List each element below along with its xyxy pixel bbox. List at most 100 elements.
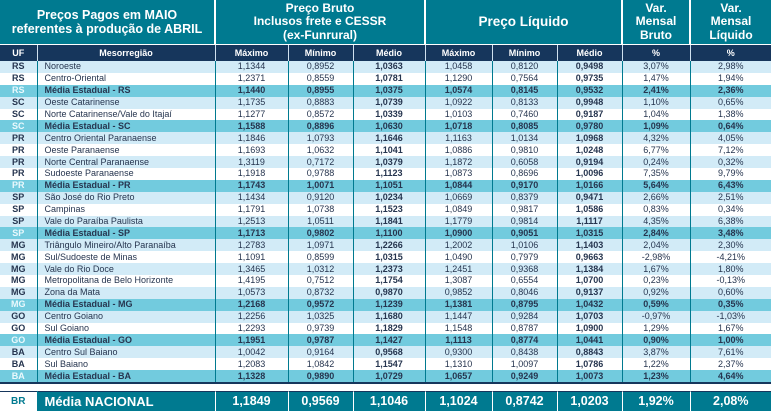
value-cell: 1,38% <box>717 109 744 119</box>
region-cell: Média Estadual - SP <box>37 227 216 240</box>
value-cell: 1,0248 <box>557 144 623 157</box>
value-cell: 1,0325 <box>288 310 354 323</box>
region-cell: Oeste Catarinense <box>37 96 216 109</box>
value-cell: 1,1547 <box>353 358 426 371</box>
value-cell: 3,07% <box>622 61 691 73</box>
col-header-uf: UF <box>0 44 38 61</box>
value-cell: 1,4195 <box>215 275 289 287</box>
region-row: MG Sul/Sudoeste de Minas 1,1091 0,8599 1,031… <box>0 251 771 264</box>
value-cell: 1,10% <box>622 96 691 109</box>
value-cell: 0,9870 <box>353 286 426 299</box>
value-cell: 1,1239 <box>353 298 426 311</box>
value-cell: 2,98% <box>717 61 744 72</box>
value-cell: 1,1846 <box>215 132 289 145</box>
value-cell: 1,1693 <box>215 144 289 157</box>
value-cell: 1,0630 <box>353 120 426 133</box>
value-cell: 1,0669 <box>425 191 493 204</box>
value-cell: 0,8843 <box>557 346 623 359</box>
value-cell: 1,1754 <box>353 275 426 287</box>
value-cell: 1,1872 <box>425 156 493 169</box>
value-cell: 0,8774 <box>492 334 558 347</box>
value-cell: 1,0842 <box>288 358 354 371</box>
value-cell: 1,3465 <box>215 263 289 276</box>
value-cell: 1,1117 <box>557 215 623 228</box>
value-cell: 0,34% <box>717 204 744 215</box>
value-cell: 0,8438 <box>492 346 558 359</box>
value-cell: 0,32% <box>717 156 744 167</box>
region-cell: Metropolitana de Belo Horizonte <box>37 275 216 287</box>
region-row: BA Sul Baiano 1,2083 1,0842 1,1547 1,1310 1,00… <box>0 358 771 371</box>
region-row: RS Noroeste 1,1344 0,8952 1,0363 1,0458 0,8120… <box>0 61 771 73</box>
value-cell: 1,2083 <box>215 358 289 371</box>
value-cell: 2,84% <box>622 227 691 240</box>
value-cell: 0,9532 <box>557 84 623 97</box>
value-cell: 0,9814 <box>492 215 558 228</box>
value-cell: 0,9780 <box>557 120 623 133</box>
uf-cell: RS <box>0 84 38 97</box>
region-row: PR Centro Oriental Paranaense 1,1846 1,0793… <box>0 132 771 145</box>
uf-cell: RS <box>0 72 38 85</box>
report-title: Preços Pagos em MAIO referentes à produç… <box>0 0 216 45</box>
value-cell: 0,83% <box>622 203 691 216</box>
region-row: MG Triângulo Mineiro/Alto Paranaíba 1,2783… <box>0 239 771 252</box>
value-cell: 1,1344 <box>215 61 289 73</box>
value-cell: 0,9890 <box>288 370 354 384</box>
value-cell: 1,0786 <box>557 358 623 371</box>
value-cell: 1,0739 <box>353 96 426 109</box>
uf-cell: PR <box>0 168 38 180</box>
value-cell: 0,9852 <box>425 286 493 299</box>
value-cell: 1,0511 <box>288 215 354 228</box>
uf-cell: SP <box>0 203 38 216</box>
value-cell: 0,35% <box>717 299 744 310</box>
value-cell: 1,0971 <box>288 239 354 252</box>
value-cell: 1,2256 <box>215 310 289 323</box>
state-average-row: SC Média Estadual - SC 1,1588 0,8896 1,0630 1… <box>0 120 771 133</box>
value-cell: 0,64% <box>717 120 744 131</box>
value-cell: 0,8896 <box>288 120 354 133</box>
value-cell: 0,9817 <box>492 203 558 216</box>
value-cell: 1,1041 <box>353 144 426 157</box>
value-cell: 6,77% <box>622 144 691 157</box>
value-cell: 0,9802 <box>288 227 354 240</box>
value-cell: 1,2266 <box>353 239 426 252</box>
value-cell: 1,0379 <box>353 156 426 169</box>
value-cell: 0,8742 <box>492 391 558 412</box>
value-cell: 1,0873 <box>425 168 493 180</box>
national-average-label: Média NACIONAL <box>37 391 216 412</box>
region-cell: Norte Central Paranaense <box>37 156 216 169</box>
region-cell: Vale do Paraíba Paulista <box>37 215 216 228</box>
value-cell: 4,35% <box>622 215 691 228</box>
value-cell: 7,12% <box>717 144 744 155</box>
value-cell: 1,2002 <box>425 239 493 252</box>
value-cell: 0,8952 <box>288 61 354 73</box>
value-cell: 0,9568 <box>353 346 426 359</box>
value-cell: 2,08% <box>690 391 771 412</box>
region-cell: Triângulo Mineiro/Alto Paranaíba <box>37 239 216 252</box>
value-cell: 1,1646 <box>353 132 426 145</box>
state-average-row: BA Média Estadual - BA 1,1328 0,9890 1,0729 1… <box>0 370 771 384</box>
value-cell: 1,1951 <box>215 334 289 347</box>
value-cell: 1,0042 <box>215 346 289 359</box>
region-row: SP Vale do Paraíba Paulista 1,2513 1,0511 1,… <box>0 215 771 228</box>
value-cell: 2,04% <box>622 239 691 252</box>
state-average-row: GO Média Estadual - GO 1,1951 0,9787 1,1427 1… <box>0 334 771 347</box>
value-cell: 0,24% <box>622 156 691 169</box>
monthly-var-net-header: Var. Mensal Líquido <box>690 0 771 45</box>
value-cell: 6,43% <box>717 180 744 191</box>
uf-cell: SC <box>0 96 38 109</box>
value-cell: 2,66% <box>622 191 691 204</box>
value-cell: 0,9471 <box>557 191 623 204</box>
spacer-row <box>0 382 771 392</box>
value-cell: 1,0573 <box>215 286 289 299</box>
value-cell: 0,6058 <box>492 156 558 169</box>
value-cell: 1,1440 <box>215 84 289 97</box>
value-cell: 0,8883 <box>288 96 354 109</box>
value-cell: 1,0166 <box>557 179 623 192</box>
uf-cell: MG <box>0 263 38 276</box>
value-cell: 1,00% <box>717 334 744 345</box>
region-cell: Norte Catarinense/Vale do Itajaí <box>37 108 216 121</box>
net-price-header: Preço Líquido <box>425 0 623 45</box>
value-cell: 1,23% <box>622 370 691 384</box>
value-cell: 0,9810 <box>492 144 558 157</box>
value-cell: 0,9187 <box>557 108 623 121</box>
